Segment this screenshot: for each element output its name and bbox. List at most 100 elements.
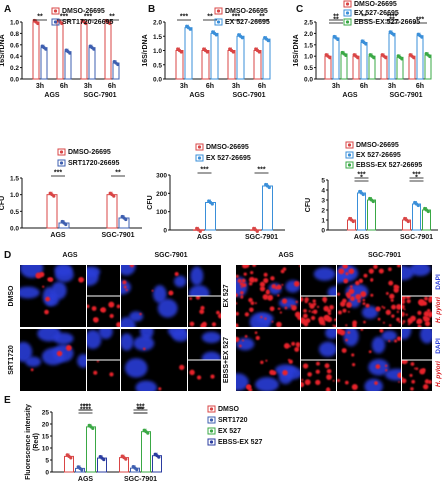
bacteria [347,331,351,334]
legend-swatch [207,427,216,435]
bacteria [398,320,401,323]
bacteria [254,331,258,335]
nucleus [190,266,204,286]
sig-label: ** [115,170,121,177]
y-tick-label: 4 [321,188,325,195]
y-axis-label: (Red) [33,433,40,451]
micro-group-label: SGC-7901 [368,252,401,259]
y-tick-label: 1 [321,218,325,225]
bacteria [276,284,282,290]
nucleus [25,356,42,367]
bar [56,21,64,80]
bar [360,42,368,80]
bacteria [424,296,428,301]
y-tick-label: 2 [321,208,325,215]
bacteria [322,296,328,302]
bacteria [282,267,287,271]
bacteria [391,304,397,310]
y-tick-label: 1.5 [10,176,19,183]
bacteria [294,311,300,318]
bacteria [382,321,385,324]
bar [104,21,112,80]
bacteria [303,313,308,319]
data-point [384,56,388,60]
bar [340,53,348,80]
bacteria [241,339,245,342]
legend-point [53,9,58,13]
bacteria [318,316,325,323]
nucleus [327,286,336,296]
data-point [255,229,259,233]
image-content [201,331,221,360]
bacteria [239,344,242,348]
nucleus [54,267,74,283]
y-tick-label: 2.0 [304,31,313,38]
bacteria [295,300,298,304]
bacteria [329,304,334,310]
bacteria [410,362,415,366]
bacteria [260,316,263,319]
data-point [400,57,404,61]
image-content [301,296,336,327]
bacteria [406,299,411,304]
chart-b-bottom: 0 100 200 300 CFU AGS SGC-7901 *** *** DMSO-26695… [147,143,285,241]
bacteria [122,280,127,285]
bacteria [240,294,243,297]
hp-image-r0-0 [301,296,336,327]
bacteria [125,288,128,292]
y-tick-label: 2.5 [304,20,313,27]
y-tick-label: 1.0 [304,54,313,61]
bacteria [255,335,260,341]
bar [408,55,416,80]
legend-label: EBSS-EX 527 [218,439,262,446]
bacteria [398,381,400,383]
sig-label: ** [109,14,115,21]
legend-label: DMSO-26695 [206,144,249,151]
bacteria [307,372,312,377]
dapi-image-r0-0 [301,265,336,296]
data-point [205,50,209,54]
nucleus [384,368,401,381]
nucleus [361,305,379,319]
legend-point [53,20,58,24]
panel-letter-b: B [148,4,155,15]
channel-label-hpylori: H. pylori [435,361,442,387]
data-point [344,53,348,58]
bacteria [158,387,162,391]
bar [152,455,162,473]
nucleus [121,333,134,351]
data-point [371,199,375,204]
bar [40,47,48,80]
y-tick-label: 100 [156,209,167,216]
image-content [87,301,120,327]
bacteria [302,363,309,369]
x-tick-label: SGC-7901 [400,234,433,241]
nucleus [20,286,40,299]
micro-row-label: DMSO [8,285,15,307]
data-point [328,56,332,60]
bar [106,194,118,229]
legend-swatch [207,405,216,413]
nucleus [174,275,187,288]
merge-image-1-1 [121,329,187,391]
bacteria [377,317,381,321]
bacteria [402,322,404,325]
bacteria [216,310,220,315]
bacteria [240,291,244,295]
data-point [116,62,120,67]
bacteria [289,345,291,348]
bacteria [100,308,104,312]
merge-image-0-1 [121,265,187,327]
bacteria [422,384,429,390]
x-tick-label: AGS [50,232,66,239]
data-point [92,47,96,51]
bacteria [360,291,367,298]
bacteria [385,292,389,295]
data-point [44,47,48,51]
nucleus [201,331,221,344]
bacteria [48,277,54,282]
data-point [412,56,416,60]
data-point [428,54,432,59]
data-point [351,219,355,224]
image-content [121,265,187,327]
